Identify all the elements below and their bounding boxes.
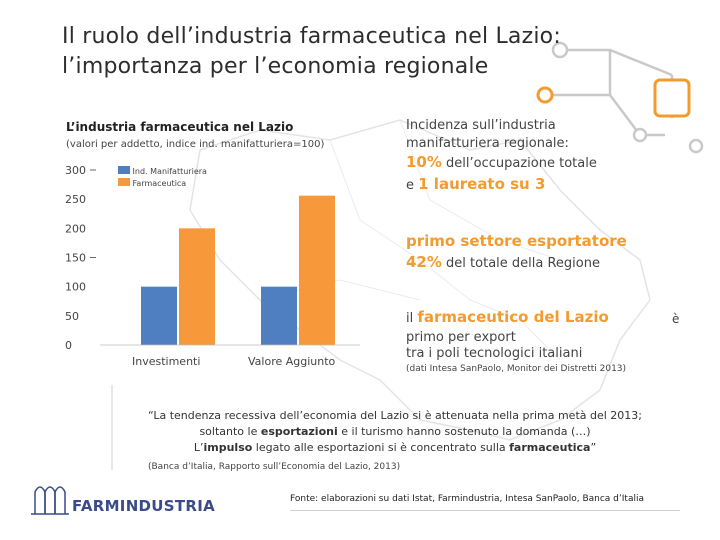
quote-line-1: “La tendenza recessiva dell’economia del… xyxy=(147,409,643,422)
bar-farmaceutica-0 xyxy=(179,228,215,345)
panel-stat-1: 10% dell’occupazione totale xyxy=(406,153,597,171)
y-tick-label: 200 xyxy=(65,222,86,235)
pole-headline: farmaceutico del Lazio xyxy=(417,308,609,326)
export-headline: primo settore esportatore xyxy=(406,232,627,250)
panel-export-row: 42% del totale della Regione xyxy=(406,253,600,271)
stat-2-value: 1 laureato su 3 xyxy=(418,175,546,193)
quote-line-2: soltanto le esportazioni e il turismo ha… xyxy=(130,424,660,440)
quote-block: “La tendenza recessiva dell’economia del… xyxy=(130,408,660,456)
legend-item-farmaceutica: Farmaceutica xyxy=(118,178,186,188)
panel-intro-line-2: manifatturiera regionale: xyxy=(406,136,569,151)
stat-1-value: 10% xyxy=(406,153,442,171)
quote-emphasis-farmaceutica: farmaceutica xyxy=(509,441,591,454)
quote-line-2-a: soltanto le xyxy=(199,425,261,438)
deco-node xyxy=(536,86,554,104)
export-value: 42% xyxy=(406,253,442,271)
y-tick-label: 50 xyxy=(65,310,79,323)
panel-pole-row: il farmaceutico del Lazio xyxy=(406,308,609,326)
brand-name: FARMINDUSTRIA xyxy=(72,497,216,515)
deco-node xyxy=(551,41,569,59)
x-category-label: Investimenti xyxy=(132,355,200,368)
y-tick-label: 0 xyxy=(65,339,72,352)
pole-line-2: primo per export xyxy=(406,330,516,345)
pole-source: (dati Intesa SanPaolo, Monitor dei Distr… xyxy=(406,364,627,374)
panel-export-headline-row: primo settore esportatore xyxy=(406,232,627,250)
chart-subtitle: (valori per addetto, indice ind. manifat… xyxy=(66,139,325,150)
stray-character: è xyxy=(672,312,680,326)
quote-line-2-b: e il turismo hanno sostenuto la domanda … xyxy=(337,425,591,438)
panel-intro-line-1: Incidenza sull’industria xyxy=(406,118,556,133)
legend-swatch-orange xyxy=(118,178,130,186)
quote-emphasis-impulso: impulso xyxy=(203,441,253,454)
stat-1-text: dell’occupazione totale xyxy=(446,156,597,171)
y-tick-label: 100 xyxy=(65,281,86,294)
pole-prefix: il xyxy=(406,311,414,326)
page-title: Il ruolo dell’industria farmaceutica nel… xyxy=(62,22,561,82)
deco-square xyxy=(653,78,691,118)
quote-line-3-c: ” xyxy=(590,441,597,454)
deco-node xyxy=(688,138,704,154)
legend-label-farmaceutica: Farmaceutica xyxy=(132,179,187,188)
bar-farmaceutica-1 xyxy=(299,195,335,345)
deco-node xyxy=(632,127,648,143)
title-line-2: l’importanza per l’economia regionale xyxy=(62,54,489,79)
bar-manifatturiera-1 xyxy=(261,286,297,345)
y-tick-label: 150 xyxy=(65,252,86,265)
pole-line-3: tra i poli tecnologici italiani xyxy=(406,346,583,361)
export-text: del totale della Regione xyxy=(446,256,600,271)
quote-line-3-a: L’ xyxy=(193,441,204,454)
chart-title: L’industria farmaceutica nel Lazio xyxy=(66,120,294,134)
y-tick-label: 250 xyxy=(65,193,86,206)
title-line-1: Il ruolo dell’industria farmaceutica nel… xyxy=(62,24,561,49)
quote-emphasis-esportazioni: esportazioni xyxy=(260,425,338,438)
quote-line-3-b: legato alle esportazioni si è concentrat… xyxy=(252,441,510,454)
bar-chart: 300 250 200 150 100 50 0 Investimenti Valore Agg… xyxy=(65,164,360,368)
footer-source-note: Fonte: elaborazioni su dati Istat, Farmi… xyxy=(290,494,644,504)
panel-stat-2: e 1 laureato su 3 xyxy=(406,175,545,193)
quote-source: (Banca d’Italia, Rapporto sull’Economia … xyxy=(148,462,401,472)
y-tick-label: 300 xyxy=(65,164,86,177)
legend-swatch-blue xyxy=(118,166,130,174)
stat-2-prefix: e xyxy=(406,178,414,193)
legend-item-manifatturiera: Ind. Manifatturiera xyxy=(118,166,207,176)
bar-manifatturiera-0 xyxy=(141,286,177,345)
farmindustria-logo-icon xyxy=(31,486,69,515)
quote-line-3: L’impulso legato alle esportazioni si è … xyxy=(130,440,660,456)
legend-label-manifatturiera: Ind. Manifatturiera xyxy=(132,167,207,176)
footer-divider xyxy=(290,510,680,511)
x-category-label: Valore Aggiunto xyxy=(248,355,336,368)
